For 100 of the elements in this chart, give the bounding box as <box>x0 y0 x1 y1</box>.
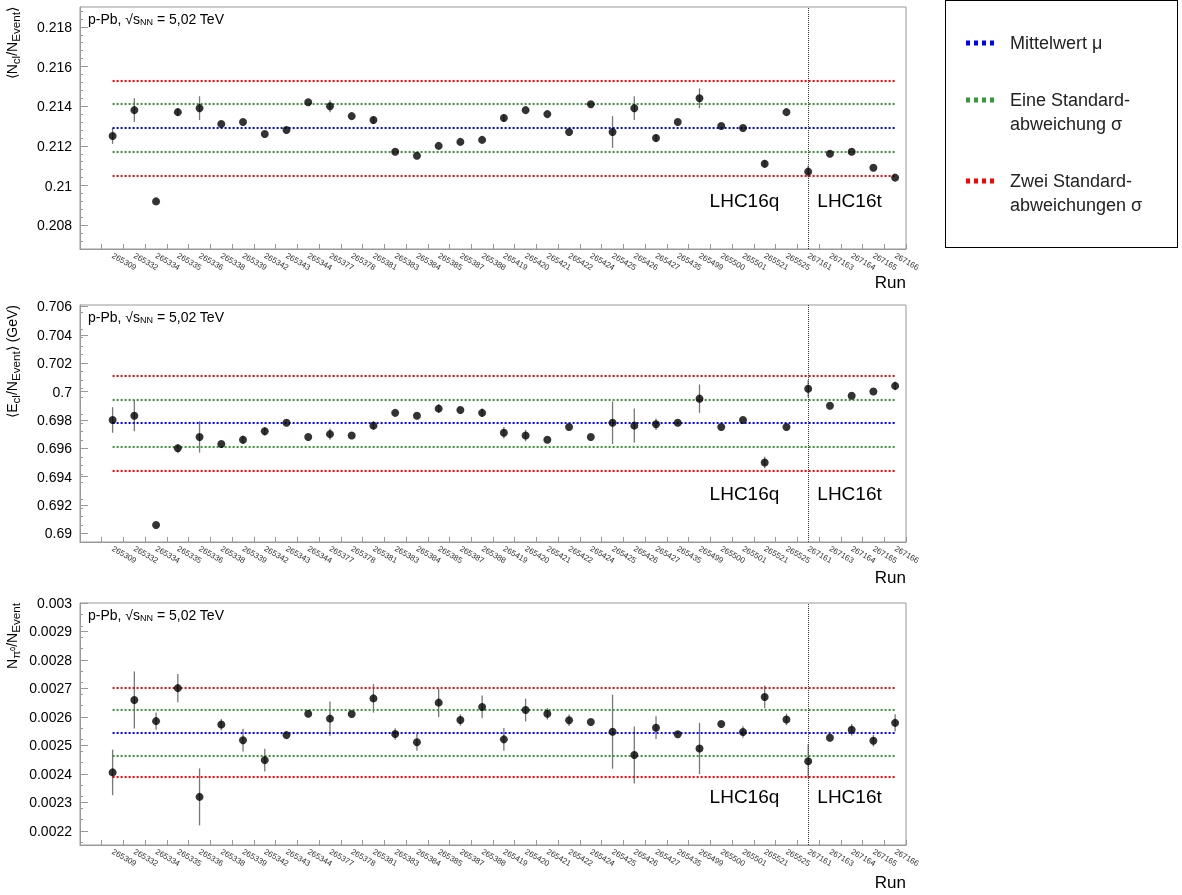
point <box>108 415 117 424</box>
point <box>434 698 443 707</box>
point <box>586 718 595 726</box>
y-tick-label: 0.003 <box>36 595 73 611</box>
point <box>782 108 791 117</box>
point <box>521 706 530 715</box>
point <box>869 387 878 396</box>
y-tick-label: 0.208 <box>36 217 73 234</box>
point <box>434 404 443 413</box>
point <box>478 702 487 711</box>
point <box>565 127 574 136</box>
point <box>304 432 313 441</box>
point <box>847 391 856 400</box>
point <box>738 727 747 736</box>
annotation: LHC16q <box>709 786 780 807</box>
point <box>325 430 334 439</box>
point <box>869 163 878 172</box>
point <box>173 684 182 693</box>
point <box>173 108 182 117</box>
legend-label: Eine Standard-abweichung σ <box>1010 89 1132 136</box>
point <box>282 731 291 740</box>
point <box>391 729 400 738</box>
point <box>347 710 356 719</box>
point <box>717 720 726 728</box>
point <box>456 406 465 415</box>
point <box>195 432 204 441</box>
point <box>195 792 204 801</box>
y-tick-label: 0.0026 <box>29 708 73 725</box>
annotation: p-Pb, √sNN = 5,02 TeV <box>88 309 225 325</box>
y-tick-label: 0.212 <box>36 137 73 154</box>
y-tick-label: 0.0023 <box>29 794 73 811</box>
point <box>521 106 530 115</box>
y-tick-label: 0.216 <box>36 58 73 75</box>
point <box>217 440 226 449</box>
x-axis-title: Run <box>874 568 906 587</box>
point <box>412 738 421 747</box>
point <box>347 112 356 121</box>
y-tick-label: 0.0027 <box>29 680 73 697</box>
point <box>586 100 595 109</box>
point <box>695 94 704 103</box>
point <box>608 127 617 136</box>
point <box>717 122 726 131</box>
annotation: p-Pb, √sNN = 5,02 TeV <box>88 607 225 623</box>
point <box>152 520 161 529</box>
point <box>891 381 900 390</box>
point <box>673 118 682 127</box>
point <box>804 384 813 393</box>
point <box>760 692 769 701</box>
point <box>760 458 769 467</box>
point <box>825 733 834 742</box>
annotation: LHC16q <box>709 190 780 211</box>
point <box>804 167 813 176</box>
y-tick-label: 0.0024 <box>29 765 73 782</box>
annotation: LHC16t <box>817 190 883 211</box>
y-tick-label: 0.706 <box>36 298 73 315</box>
point <box>847 725 856 734</box>
point <box>717 423 726 432</box>
annotation: LHC16q <box>709 483 780 504</box>
point <box>673 730 682 739</box>
point <box>499 114 508 123</box>
point <box>760 159 769 168</box>
annotation: LHC16t <box>817 483 883 504</box>
point <box>412 151 421 160</box>
y-tick-label: 0.214 <box>36 98 73 115</box>
point <box>412 411 421 420</box>
x-axis-title: Run <box>874 273 906 292</box>
point <box>369 694 378 703</box>
y-tick-label: 0.21 <box>44 177 73 194</box>
y-tick-label: 0.0025 <box>29 737 73 754</box>
annotation: LHC16t <box>817 786 883 807</box>
point <box>195 104 204 113</box>
point <box>217 120 226 129</box>
point <box>108 768 117 777</box>
y-tick-label: 0.702 <box>36 355 73 372</box>
point <box>652 723 661 732</box>
point <box>652 133 661 142</box>
y-tick-label: 0.694 <box>36 468 73 485</box>
point <box>891 173 900 182</box>
point <box>478 408 487 417</box>
y-tick-label: 0.696 <box>36 440 73 457</box>
point <box>282 418 291 427</box>
legend-label: Zwei Standard-abweichungen σ <box>1010 169 1144 217</box>
annotation: p-Pb, √sNN = 5,02 TeV <box>88 11 225 27</box>
point <box>630 104 639 113</box>
point <box>543 435 552 444</box>
point <box>499 735 508 744</box>
point <box>608 418 617 427</box>
point <box>239 118 248 127</box>
point <box>108 131 117 140</box>
y-tick-label: 0.704 <box>36 326 73 343</box>
point <box>130 411 139 420</box>
point <box>499 428 508 437</box>
point <box>804 757 813 766</box>
point <box>304 709 313 718</box>
point <box>630 751 639 760</box>
point <box>391 147 400 156</box>
point <box>673 418 682 427</box>
point <box>608 727 617 736</box>
y-tick-label: 0.0029 <box>29 623 73 640</box>
point <box>282 125 291 134</box>
